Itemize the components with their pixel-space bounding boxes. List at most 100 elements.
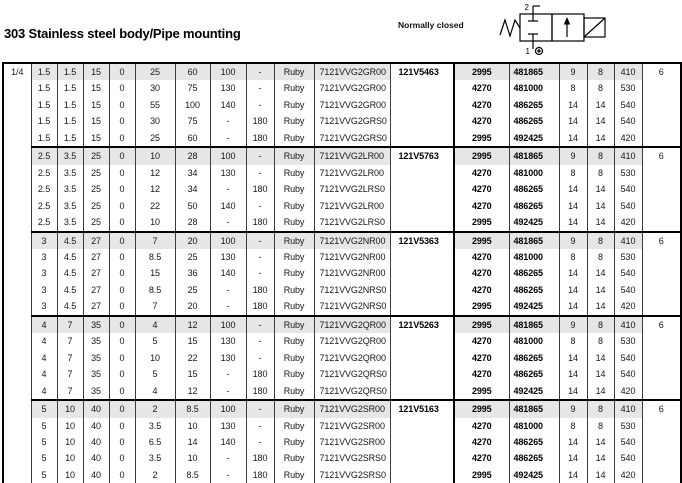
table-cell: 4: [30, 349, 58, 367]
table-cell: 481000: [508, 417, 560, 434]
table-cell: 15: [134, 265, 176, 282]
table-cell: 7121VVG2LR00: [313, 164, 391, 182]
table-cell: 34: [174, 181, 211, 198]
table-cell: 0: [108, 80, 136, 97]
table-cell: 3: [30, 265, 58, 282]
table-cell: -: [209, 181, 247, 198]
table-cell: [641, 433, 682, 451]
table-cell: Ruby: [273, 466, 315, 483]
table-cell: 9: [558, 230, 588, 249]
table-cell: 14: [558, 281, 588, 299]
table-cell: 4: [30, 333, 58, 350]
table-cell: 486265: [508, 281, 560, 299]
table-cell: Ruby: [273, 96, 315, 114]
table-cell: 481865: [508, 399, 560, 418]
table-cell: 130: [209, 333, 247, 350]
table-cell: 0: [108, 129, 136, 148]
table-cell: 14: [558, 113, 588, 130]
table-cell: 6: [641, 314, 682, 334]
table-cell: 481000: [508, 80, 560, 97]
table-cell: 0: [108, 63, 136, 81]
table-cell: 420: [613, 466, 643, 483]
table-cell: 8.5: [174, 466, 211, 483]
table-cell: 7121VVG2NR00: [313, 248, 391, 266]
table-cell: Ruby: [273, 248, 315, 266]
table-cell: 0: [108, 265, 136, 282]
table-cell: 8.5: [134, 281, 176, 299]
table-cell: 4270: [453, 96, 510, 114]
table-cell: 8: [558, 333, 588, 350]
table-cell: 10: [134, 146, 176, 165]
table-cell: 7: [56, 314, 84, 334]
table-cell: 2995: [453, 63, 510, 81]
table-cell: 6: [641, 399, 682, 418]
table-cell: 10: [56, 466, 84, 483]
table-cell: 1.5: [30, 63, 58, 81]
table-cell: 3.5: [56, 164, 84, 182]
table-cell: 6: [641, 146, 682, 165]
table-cell: 14: [558, 96, 588, 114]
table-cell: 100: [174, 96, 211, 114]
table-cell: 28: [174, 146, 211, 165]
table-cell: 540: [613, 450, 643, 467]
table-cell: 100: [209, 399, 247, 418]
table-cell: 5: [30, 450, 58, 467]
table-cell: 540: [613, 197, 643, 215]
table-cell: 9: [558, 63, 588, 81]
table-cell: [389, 366, 455, 383]
table-cell: 0: [108, 146, 136, 165]
table-cell: 25: [174, 281, 211, 299]
table-cell: 3: [30, 248, 58, 266]
table-cell: Ruby: [273, 314, 315, 334]
table-cell: 0: [108, 214, 136, 232]
table-cell: 14: [558, 129, 588, 148]
table-cell: 492425: [508, 298, 560, 316]
table-cell: -: [209, 450, 247, 467]
table-cell: [389, 466, 455, 483]
table-cell: 10: [174, 450, 211, 467]
table-cell: 3.5: [134, 417, 176, 434]
table-cell: Ruby: [273, 433, 315, 451]
table-cell: 4: [30, 314, 58, 334]
table-cell: 4.5: [56, 298, 84, 316]
table-cell: 40: [82, 450, 110, 467]
table-row: 4 7 35 0 5 15-180 Ruby 7121VVG2QRS0 4270 486265 14…: [3, 366, 682, 383]
table-cell: 481865: [508, 230, 560, 249]
table-cell: [389, 333, 455, 350]
table-cell: 4: [30, 382, 58, 401]
solenoid-icon: [583, 17, 606, 38]
table-cell: 481865: [508, 63, 560, 81]
table-row: 2.5 3.5 25 0 12 34-180 Ruby 7121VVG2LRS0 4270 486…: [3, 181, 682, 198]
table-cell: 486265: [508, 113, 560, 130]
table-cell: [641, 333, 682, 350]
table-cell: 4270: [453, 113, 510, 130]
table-cell: 4.5: [56, 265, 84, 282]
table-cell: 25: [82, 197, 110, 215]
flow-arrow-icon: [563, 17, 571, 25]
table-cell: [641, 129, 682, 148]
spring-icon: [499, 18, 521, 39]
table-cell: 14: [558, 466, 588, 483]
table-cell: [641, 281, 682, 299]
table-cell: 2995: [453, 214, 510, 232]
table-row: 1/4 1.5 1.5 15 0 25 60 100- Ruby 7121VVG2GR00 121V…: [2, 63, 682, 483]
table-cell: 410: [613, 146, 643, 165]
table-cell: 3.5: [56, 214, 84, 232]
table-cell: -: [245, 63, 275, 81]
table-cell: 3: [30, 281, 58, 299]
table-cell: [641, 298, 682, 316]
table-cell: 2995: [453, 466, 510, 483]
table-cell: 9: [558, 399, 588, 418]
table-cell: 14: [174, 433, 211, 451]
table-cell: 1.5: [56, 63, 84, 81]
table-cell: [641, 265, 682, 282]
table-cell: 14: [586, 265, 615, 282]
table-cell: 27: [82, 248, 110, 266]
valve-symbol-icon: 2 1: [499, 3, 606, 56]
table-cell: 2995: [453, 146, 510, 165]
pipe-size-cell: 1/4: [2, 63, 32, 483]
table-cell: 0: [108, 164, 136, 182]
table-cell: 14: [558, 214, 588, 232]
table-cell: 9: [558, 146, 588, 165]
table-cell: 540: [613, 265, 643, 282]
